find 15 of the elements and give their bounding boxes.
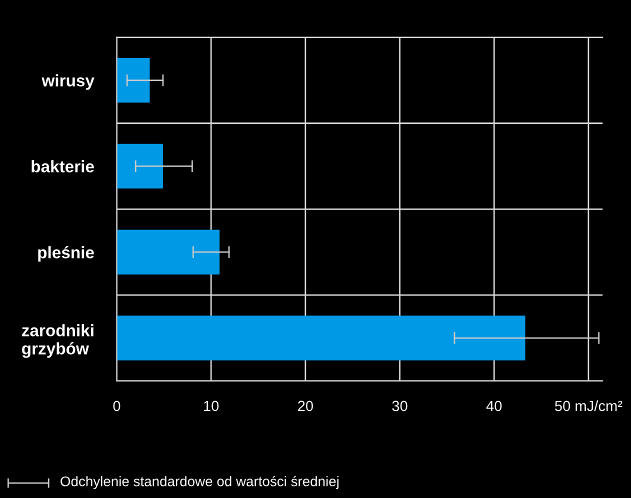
x-tick-label: 20 bbox=[298, 400, 313, 412]
x-tick-label: 50 mJ/cm² bbox=[555, 400, 622, 412]
y-tick-label: pleśnie bbox=[38, 246, 94, 262]
x-tick-label: 40 bbox=[486, 400, 502, 412]
x-tick-label: 30 bbox=[392, 400, 408, 412]
bar bbox=[116, 230, 220, 274]
y-tick-label: wirusy bbox=[42, 74, 94, 90]
text: Odchylenie standardowe od wartości średniej bbox=[60, 476, 338, 490]
y-tick-label: bakterie bbox=[32, 160, 94, 172]
x-tick-label: 10 bbox=[204, 400, 219, 412]
y-tick-label: zarodniki grzybów bbox=[22, 324, 94, 358]
bar bbox=[116, 316, 526, 360]
bar bbox=[116, 58, 150, 103]
bar bbox=[116, 144, 163, 189]
x-tick-label: 0 bbox=[113, 400, 120, 412]
